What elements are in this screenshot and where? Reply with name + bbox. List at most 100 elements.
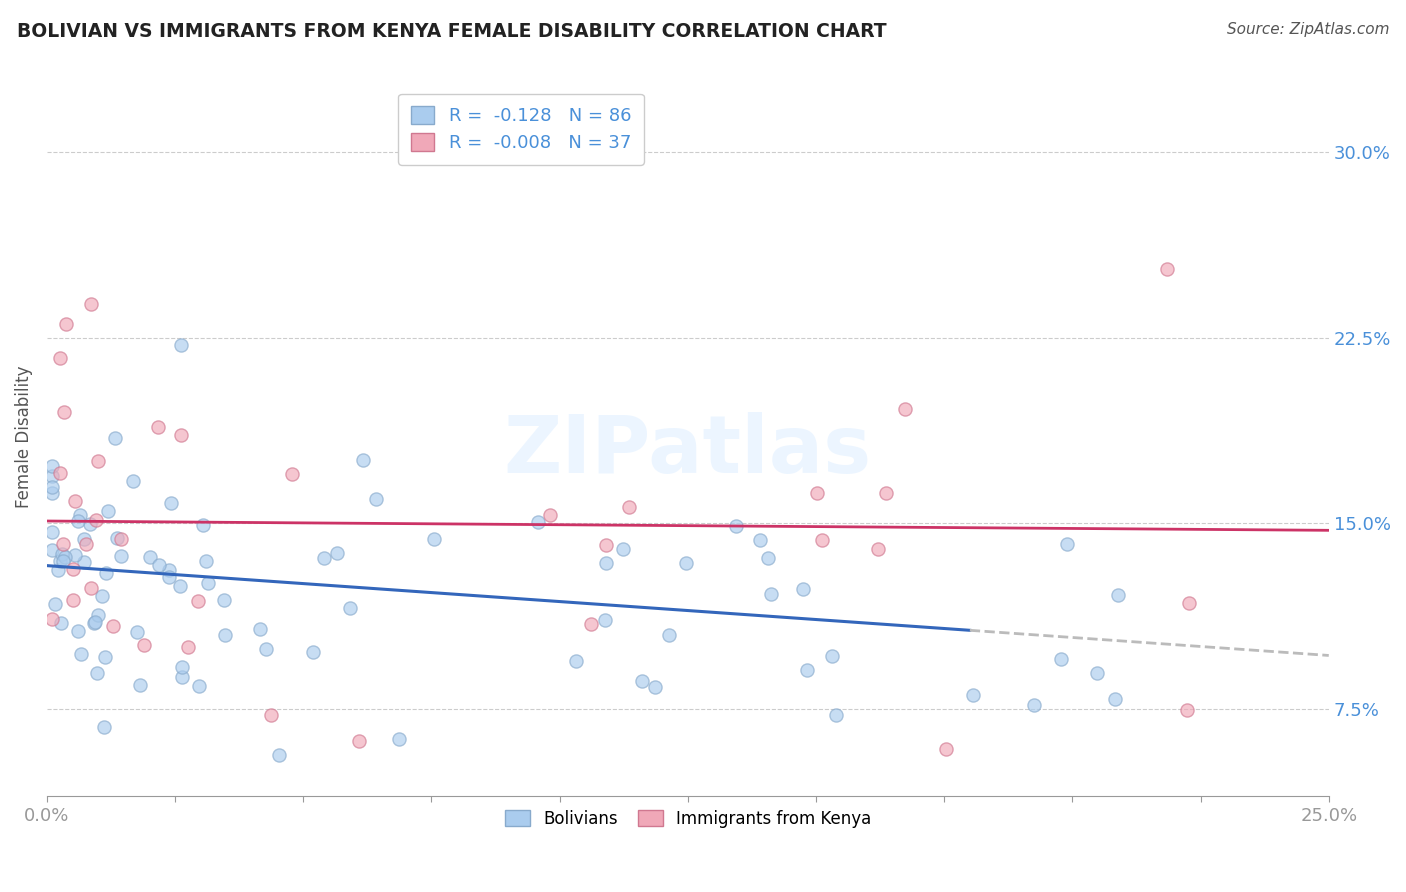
Point bbox=[134, 638, 156, 652]
Point bbox=[658, 628, 681, 642]
Point bbox=[347, 734, 370, 748]
Point bbox=[339, 601, 361, 615]
Point bbox=[1156, 262, 1178, 277]
Point bbox=[72, 555, 94, 569]
Point bbox=[759, 587, 782, 601]
Point bbox=[170, 337, 193, 351]
Point bbox=[63, 493, 86, 508]
Point bbox=[146, 419, 169, 434]
Point bbox=[170, 428, 193, 442]
Point bbox=[160, 496, 183, 510]
Point bbox=[595, 557, 617, 571]
Point bbox=[212, 593, 235, 607]
Point bbox=[69, 508, 91, 522]
Point bbox=[312, 551, 335, 566]
Point bbox=[91, 589, 114, 603]
Point bbox=[1049, 652, 1071, 666]
Point bbox=[810, 533, 832, 548]
Point bbox=[41, 525, 63, 540]
Point bbox=[267, 747, 290, 762]
Point bbox=[41, 542, 63, 557]
Point bbox=[80, 581, 103, 595]
Point bbox=[254, 642, 277, 657]
Point bbox=[41, 459, 63, 474]
Point bbox=[194, 554, 217, 568]
Point bbox=[97, 504, 120, 518]
Point bbox=[259, 708, 281, 723]
Point bbox=[725, 518, 748, 533]
Point bbox=[73, 532, 96, 546]
Point bbox=[935, 742, 957, 756]
Point bbox=[1175, 703, 1198, 717]
Point bbox=[675, 556, 697, 570]
Point bbox=[87, 454, 110, 468]
Legend: Bolivians, Immigrants from Kenya: Bolivians, Immigrants from Kenya bbox=[498, 803, 877, 835]
Point bbox=[187, 594, 209, 608]
Point bbox=[87, 607, 110, 622]
Point bbox=[825, 708, 848, 723]
Point bbox=[193, 517, 215, 532]
Point bbox=[105, 531, 128, 545]
Point bbox=[1178, 596, 1201, 610]
Point bbox=[302, 645, 325, 659]
Y-axis label: Female Disability: Female Disability bbox=[15, 366, 32, 508]
Point bbox=[756, 550, 779, 565]
Point bbox=[352, 452, 374, 467]
Point bbox=[127, 625, 149, 640]
Point bbox=[84, 615, 107, 629]
Point bbox=[122, 475, 145, 489]
Point bbox=[41, 468, 63, 483]
Point bbox=[170, 670, 193, 684]
Point bbox=[46, 563, 69, 577]
Point bbox=[177, 640, 200, 655]
Point bbox=[70, 648, 93, 662]
Point bbox=[630, 674, 652, 689]
Point bbox=[565, 654, 588, 668]
Point bbox=[538, 508, 561, 522]
Point bbox=[83, 615, 105, 630]
Point bbox=[110, 532, 132, 546]
Point bbox=[422, 532, 444, 546]
Point bbox=[214, 628, 236, 642]
Point bbox=[148, 558, 170, 573]
Point bbox=[894, 402, 917, 417]
Point bbox=[79, 517, 101, 532]
Point bbox=[866, 542, 889, 557]
Text: ZIPatlas: ZIPatlas bbox=[503, 412, 872, 490]
Point bbox=[157, 569, 180, 583]
Point bbox=[53, 550, 76, 565]
Point bbox=[197, 575, 219, 590]
Point bbox=[129, 678, 152, 692]
Point bbox=[249, 622, 271, 636]
Point bbox=[1085, 665, 1108, 680]
Point bbox=[281, 467, 304, 481]
Point bbox=[44, 597, 66, 611]
Point bbox=[138, 549, 160, 564]
Point bbox=[748, 533, 770, 548]
Point bbox=[187, 679, 209, 693]
Point bbox=[49, 615, 72, 630]
Point bbox=[617, 500, 640, 514]
Point bbox=[1056, 537, 1078, 551]
Point bbox=[169, 579, 191, 593]
Point bbox=[41, 612, 63, 626]
Point bbox=[75, 536, 97, 550]
Point bbox=[52, 537, 75, 551]
Point bbox=[67, 514, 90, 528]
Point bbox=[53, 405, 76, 419]
Point bbox=[49, 554, 72, 568]
Point bbox=[875, 486, 897, 500]
Point bbox=[326, 546, 349, 560]
Point bbox=[93, 720, 115, 734]
Point bbox=[612, 542, 634, 557]
Point bbox=[962, 688, 984, 702]
Point bbox=[796, 663, 818, 677]
Point bbox=[79, 297, 101, 311]
Point bbox=[1104, 692, 1126, 706]
Point bbox=[595, 538, 617, 552]
Point bbox=[364, 491, 387, 506]
Point bbox=[579, 617, 602, 632]
Point bbox=[93, 650, 115, 665]
Point bbox=[41, 485, 63, 500]
Point bbox=[104, 431, 127, 445]
